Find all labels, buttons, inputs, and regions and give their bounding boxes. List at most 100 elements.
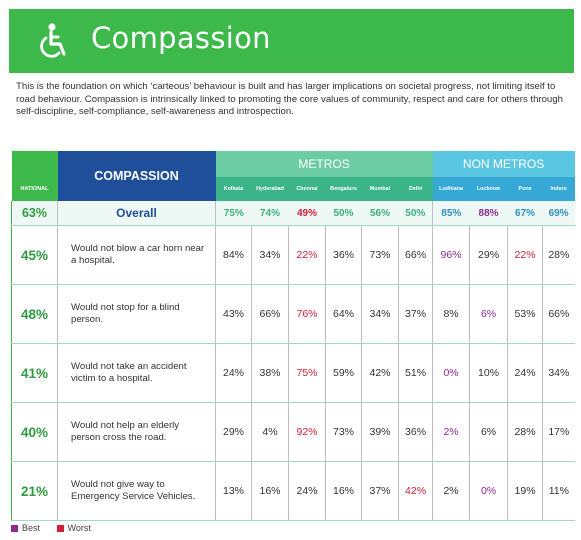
statement: Would not stop for a blind person. <box>57 284 216 344</box>
intro-paragraph: This is the foundation on which ‘carteou… <box>16 81 563 117</box>
city-value: 66% <box>542 284 575 344</box>
city-header: Chennai <box>288 176 326 201</box>
city-value: 76% <box>288 284 326 344</box>
city-value: 85% <box>432 201 470 226</box>
city-value: 2% <box>432 402 470 462</box>
city-value: 37% <box>397 284 433 344</box>
city-header: Hyderabad <box>251 176 289 201</box>
compassion-header: COMPASSION <box>57 151 216 201</box>
overall-row: 63% Overall 75% 74% 49% 50% 56% 50% 85% … <box>11 201 575 226</box>
city-value: 38% <box>251 343 289 403</box>
city-value: 0% <box>432 343 470 403</box>
title-banner: Compassion <box>9 9 574 73</box>
table-row: 45% Would not blow a car horn near a hos… <box>11 225 575 285</box>
table-row: 41% Would not take an accident victim to… <box>11 343 575 403</box>
city-value: 66% <box>397 225 433 285</box>
city-value: 50% <box>398 201 433 226</box>
city-value: 36% <box>325 225 362 285</box>
worst-swatch <box>56 524 64 532</box>
non-metros-header: NON METROS <box>432 151 575 177</box>
city-value: 34% <box>361 284 399 344</box>
city-value: 11% <box>542 461 575 521</box>
city-value: 24% <box>215 343 252 403</box>
city-value: 0% <box>469 461 508 521</box>
city-value: 73% <box>325 402 362 462</box>
city-value: 39% <box>361 402 399 462</box>
city-value: 8% <box>432 284 470 344</box>
statement: Would not take an accident victim to a h… <box>57 343 216 403</box>
city-value: 22% <box>288 225 326 285</box>
statement: Would not blow a car horn near a hospita… <box>57 225 216 285</box>
worst-label: Worst <box>67 523 91 533</box>
city-value: 17% <box>542 402 575 462</box>
table-row: 40% Would not help an elderly person cro… <box>11 402 575 462</box>
city-value: 74% <box>251 201 289 226</box>
city-value: 42% <box>397 461 433 521</box>
compassion-table: NATIONAL COMPASSION METROS NON METROS Ko… <box>11 151 575 521</box>
city-value: 66% <box>251 284 289 344</box>
legend-best: Best <box>11 523 40 533</box>
city-value: 6% <box>469 402 508 462</box>
city-value: 75% <box>288 343 326 403</box>
city-value: 29% <box>469 225 508 285</box>
city-value: 24% <box>288 461 326 521</box>
city-header: Ludhiana <box>432 176 470 201</box>
city-value: 64% <box>325 284 362 344</box>
national-value: 45% <box>11 225 58 285</box>
city-value: 37% <box>361 461 399 521</box>
city-value: 2% <box>432 461 470 521</box>
city-value: 73% <box>361 225 399 285</box>
city-value: 88% <box>469 201 508 226</box>
city-value: 67% <box>507 201 543 226</box>
best-label: Best <box>22 523 41 533</box>
city-value: 84% <box>215 225 252 285</box>
city-value: 53% <box>507 284 543 344</box>
city-value: 4% <box>251 402 289 462</box>
national-header: NATIONAL <box>11 151 58 201</box>
table-row: 21% Would not give way to Emergency Serv… <box>11 461 575 521</box>
city-value: 36% <box>397 402 433 462</box>
city-value: 13% <box>215 461 252 521</box>
city-header: Delhi <box>398 176 433 201</box>
city-value: 10% <box>469 343 508 403</box>
city-value: 43% <box>215 284 252 344</box>
page-title: Compassion <box>91 21 271 55</box>
city-header: Lucknow <box>469 176 508 201</box>
city-value: 6% <box>469 284 508 344</box>
statement: Would not give way to Emergency Service … <box>57 461 216 521</box>
city-value: 92% <box>288 402 326 462</box>
national-value: 21% <box>11 461 58 521</box>
city-value: 34% <box>251 225 289 285</box>
metros-header: METROS <box>215 151 433 177</box>
overall-label: Overall <box>57 201 216 226</box>
wheelchair-icon <box>40 23 66 58</box>
city-value: 50% <box>325 201 362 226</box>
table-row: 48% Would not stop for a blind person. 4… <box>11 284 575 344</box>
city-value: 28% <box>542 225 575 285</box>
national-value: 48% <box>11 284 58 344</box>
city-value: 16% <box>251 461 289 521</box>
city-header: Indore <box>542 176 575 201</box>
city-header: Pune <box>507 176 543 201</box>
city-value: 29% <box>215 402 252 462</box>
city-value: 59% <box>325 343 362 403</box>
city-value: 69% <box>542 201 575 226</box>
statement: Would not help an elderly person cross t… <box>57 402 216 462</box>
legend: Best Worst <box>11 523 105 533</box>
city-value: 49% <box>288 201 326 226</box>
city-header: Mumbai <box>361 176 399 201</box>
city-header: Bengaluru <box>325 176 362 201</box>
city-value: 51% <box>397 343 433 403</box>
city-value: 96% <box>432 225 470 285</box>
national-value: 63% <box>11 201 58 226</box>
city-value: 24% <box>507 343 543 403</box>
city-value: 16% <box>325 461 362 521</box>
city-value: 56% <box>361 201 399 226</box>
city-value: 19% <box>507 461 543 521</box>
city-value: 34% <box>542 343 575 403</box>
city-value: 22% <box>507 225 543 285</box>
legend-worst: Worst <box>56 523 91 533</box>
city-value: 75% <box>215 201 252 226</box>
national-value: 41% <box>11 343 58 403</box>
city-header: Kolkata <box>215 176 252 201</box>
